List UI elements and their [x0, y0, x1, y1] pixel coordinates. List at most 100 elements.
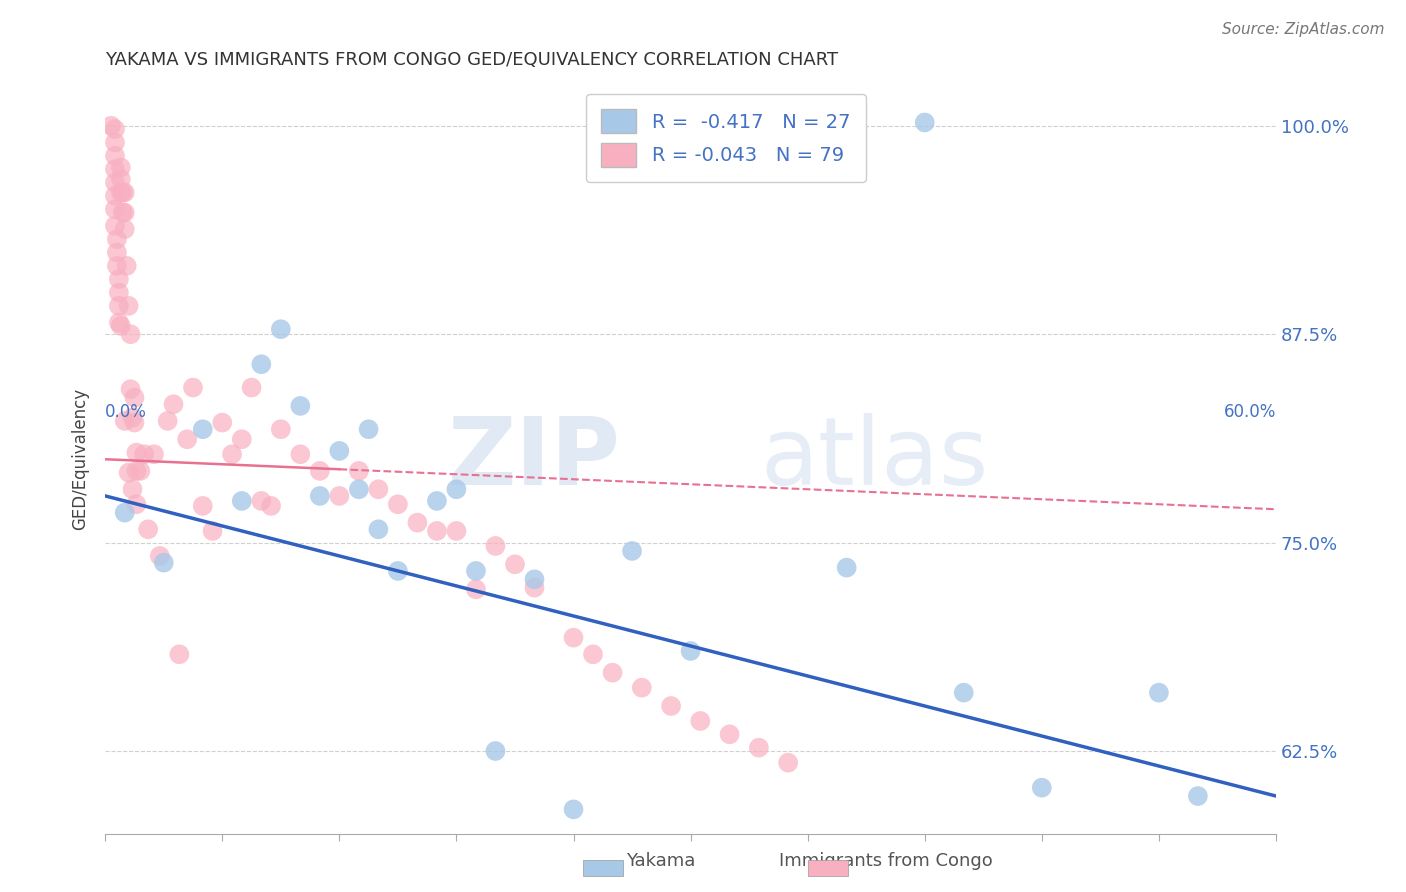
Point — [446, 482, 468, 496]
Point — [367, 482, 389, 496]
Point — [952, 686, 974, 700]
Point — [105, 259, 128, 273]
Point — [104, 202, 127, 216]
Point — [162, 397, 184, 411]
Point — [211, 416, 233, 430]
Point — [221, 447, 243, 461]
Point — [176, 432, 198, 446]
Point — [426, 494, 449, 508]
Point — [114, 222, 136, 236]
Point — [387, 564, 409, 578]
Point — [110, 161, 132, 175]
Point — [121, 482, 143, 496]
Point — [156, 414, 179, 428]
Point — [426, 524, 449, 538]
Point — [134, 447, 156, 461]
Point — [129, 464, 152, 478]
Text: 60.0%: 60.0% — [1223, 403, 1277, 421]
Point — [111, 205, 134, 219]
Point — [104, 189, 127, 203]
Text: ZIP: ZIP — [447, 413, 620, 505]
Point — [689, 714, 711, 728]
Point — [484, 744, 506, 758]
Point — [250, 357, 273, 371]
Point — [260, 499, 283, 513]
Point — [143, 447, 166, 461]
Point — [100, 119, 122, 133]
Point — [562, 631, 585, 645]
Point — [748, 740, 770, 755]
Point — [110, 172, 132, 186]
Point — [120, 327, 142, 342]
Point — [290, 447, 312, 461]
Point — [465, 564, 488, 578]
Point — [125, 464, 148, 478]
Point — [124, 416, 146, 430]
Point — [108, 299, 131, 313]
Point — [136, 522, 159, 536]
Point — [104, 162, 127, 177]
Point — [120, 382, 142, 396]
Point — [1031, 780, 1053, 795]
Point — [582, 648, 605, 662]
Point — [104, 176, 127, 190]
Point — [602, 665, 624, 680]
Point — [114, 205, 136, 219]
Point — [778, 756, 800, 770]
Point — [347, 464, 370, 478]
Point — [270, 422, 292, 436]
Point — [446, 524, 468, 538]
Point — [181, 380, 204, 394]
Text: Immigrants from Congo: Immigrants from Congo — [779, 852, 993, 870]
Point — [679, 644, 702, 658]
Point — [231, 494, 253, 508]
Point — [328, 489, 350, 503]
Point — [659, 698, 682, 713]
Point — [104, 149, 127, 163]
Point — [308, 489, 330, 503]
Point — [124, 391, 146, 405]
Point — [125, 497, 148, 511]
Point — [108, 285, 131, 300]
Point — [111, 186, 134, 200]
Point — [114, 186, 136, 200]
Text: atlas: atlas — [761, 413, 988, 505]
Point — [117, 299, 139, 313]
Point — [125, 445, 148, 459]
Point — [201, 524, 224, 538]
Point — [503, 558, 526, 572]
Point — [914, 115, 936, 129]
Point — [149, 549, 172, 563]
Point — [114, 506, 136, 520]
Point — [110, 186, 132, 200]
Point — [718, 727, 741, 741]
Point — [835, 560, 858, 574]
Point — [328, 444, 350, 458]
Point — [523, 572, 546, 586]
Point — [347, 482, 370, 496]
Y-axis label: GED/Equivalency: GED/Equivalency — [72, 388, 89, 531]
Point — [104, 136, 127, 150]
Point — [169, 648, 191, 662]
Text: 0.0%: 0.0% — [105, 403, 148, 421]
Point — [1187, 789, 1209, 803]
Point — [105, 245, 128, 260]
Point — [484, 539, 506, 553]
Point — [108, 316, 131, 330]
Point — [357, 422, 380, 436]
Point — [308, 464, 330, 478]
Point — [231, 432, 253, 446]
Text: Yakama: Yakama — [626, 852, 696, 870]
Point — [1147, 686, 1170, 700]
Point — [108, 272, 131, 286]
Point — [240, 380, 263, 394]
Point — [523, 581, 546, 595]
Point — [105, 232, 128, 246]
Point — [152, 556, 174, 570]
Point — [115, 259, 138, 273]
Text: YAKAMA VS IMMIGRANTS FROM CONGO GED/EQUIVALENCY CORRELATION CHART: YAKAMA VS IMMIGRANTS FROM CONGO GED/EQUI… — [105, 51, 838, 69]
Point — [630, 681, 652, 695]
Point — [121, 410, 143, 425]
Legend: R =  -0.417   N = 27, R = -0.043   N = 79: R = -0.417 N = 27, R = -0.043 N = 79 — [586, 94, 866, 182]
Point — [117, 466, 139, 480]
